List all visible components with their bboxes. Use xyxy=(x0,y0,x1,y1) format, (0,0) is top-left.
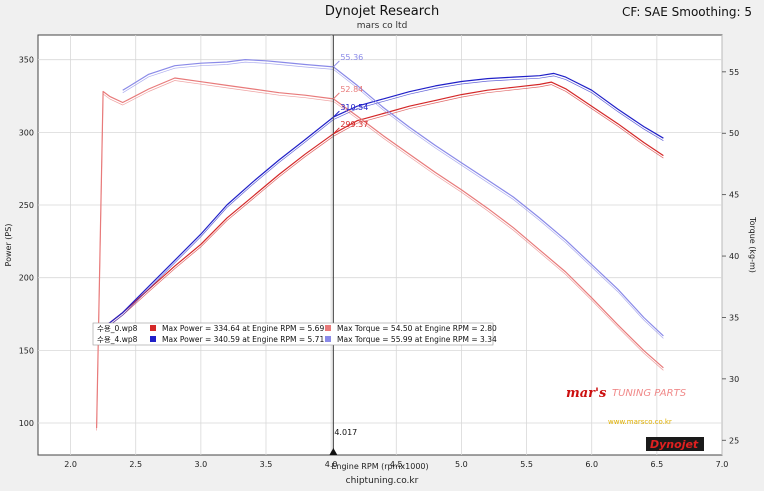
y-right-tick-label: 55 xyxy=(729,68,739,77)
cursor-marker-icon[interactable] xyxy=(329,448,338,455)
series-line-run2_power xyxy=(102,72,664,328)
brand-watermark: mar's TUNING PARTS www.marsco.co.kr Dyno… xyxy=(566,386,704,451)
grid xyxy=(38,35,723,455)
cursor-arrow-icon xyxy=(333,110,340,118)
series-shadow-run1_torque xyxy=(96,80,664,431)
correction-factor-label: CF: SAE Smoothing: 5 xyxy=(621,5,752,19)
cursor-arrow-icon xyxy=(333,127,340,135)
y-left-tick-label: 300 xyxy=(19,128,34,137)
y-right-tick-label: 50 xyxy=(729,129,739,138)
series-line-run1_power xyxy=(102,81,664,328)
legend-file-1: 수용_0.wp8 xyxy=(97,324,138,333)
y-left-tick-label: 350 xyxy=(19,56,34,65)
legend-swatch-run1-power xyxy=(150,325,156,331)
x-tick-label: 4.5 xyxy=(390,460,403,469)
series-layer xyxy=(96,58,664,431)
x-tick-label: 4.0 xyxy=(325,460,338,469)
cursor-layer: 4.017 55.36 52.84 310.54 299.37 xyxy=(329,35,368,455)
x-tick-label: 5.0 xyxy=(455,460,468,469)
x-tick-label: 6.0 xyxy=(585,460,598,469)
legend-file-2: 수용_4.wp8 xyxy=(97,335,138,344)
series-shadow-run1_power xyxy=(102,84,664,330)
y-left-tick-label: 150 xyxy=(19,346,34,355)
x-tick-label: 6.5 xyxy=(650,460,663,469)
brand-name: mar's xyxy=(566,386,607,401)
cursor-value-label: 310.54 xyxy=(340,103,368,112)
y-right-tick-label: 25 xyxy=(729,436,739,445)
y-left-tick-label: 250 xyxy=(19,201,34,210)
y-right-tick-label: 30 xyxy=(729,375,739,384)
x-tick-label: 7.0 xyxy=(716,460,729,469)
source-label: chiptuning.co.kr xyxy=(345,476,419,486)
legend-swatch-run1-torque xyxy=(325,325,331,331)
cursor-arrow-icon xyxy=(333,60,340,68)
legend-max-torque-2: Max Torque = 55.99 at Engine RPM = 3.34 xyxy=(337,335,497,344)
y-right-tick-label: 35 xyxy=(729,313,739,322)
y-right-axis-title: Torque (kg-m) xyxy=(748,216,757,273)
cursor-arrow-icon xyxy=(333,92,340,100)
legend-swatch-run2-torque xyxy=(325,336,331,342)
dynojet-logo: Dynojet xyxy=(650,438,699,451)
series-shadow-run2_power xyxy=(102,75,664,330)
legend-max-power-1: Max Power = 334.64 at Engine RPM = 5.69 xyxy=(162,324,324,333)
y-left-tick-label: 200 xyxy=(19,274,34,283)
cursor-value-label: 299.37 xyxy=(340,120,368,129)
x-tick-label: 2.5 xyxy=(129,460,142,469)
legend-swatch-run2-power xyxy=(150,336,156,342)
y-left-tick-label: 100 xyxy=(19,419,34,428)
legend-max-power-2: Max Power = 340.59 at Engine RPM = 5.71 xyxy=(162,335,324,344)
brand-tagline: TUNING PARTS xyxy=(612,388,687,399)
dynojet-logo-box xyxy=(646,437,704,451)
x-axis-title: Engine RPM (rpmx1000) xyxy=(331,462,428,471)
series-shadow-run2_torque xyxy=(122,61,664,339)
series-line-run2_torque xyxy=(122,58,664,337)
legend-max-torque-1: Max Torque = 54.50 at Engine RPM = 2.80 xyxy=(337,324,497,333)
cursor-x-label: 4.017 xyxy=(334,428,357,437)
cursor-value-label: 55.36 xyxy=(340,53,363,62)
x-tick-label: 3.0 xyxy=(194,460,207,469)
x-tick-label: 2.0 xyxy=(64,460,77,469)
brand-url: www.marsco.co.kr xyxy=(608,418,672,426)
y-right-tick-label: 40 xyxy=(729,252,739,261)
cursor-value-label: 52.84 xyxy=(340,85,363,94)
x-tick-label: 5.5 xyxy=(520,460,533,469)
legend: 수용_0.wp8 Max Power = 334.64 at Engine RP… xyxy=(92,322,497,346)
x-tick-label: 3.5 xyxy=(260,460,273,469)
axis-layer: 2.0 2.5 3.0 3.5 4.0 4.5 5.0 5.5 6.0 6.5 7.0 100 150 2… xyxy=(19,56,739,469)
chart-subtitle: mars co ltd xyxy=(356,21,408,31)
legend-box xyxy=(92,322,494,346)
chart-title: Dynojet Research xyxy=(324,4,440,19)
y-right-tick-label: 45 xyxy=(729,191,739,200)
series-line-run1_torque xyxy=(96,77,664,429)
y-left-axis-title: Power (PS) xyxy=(4,224,13,267)
